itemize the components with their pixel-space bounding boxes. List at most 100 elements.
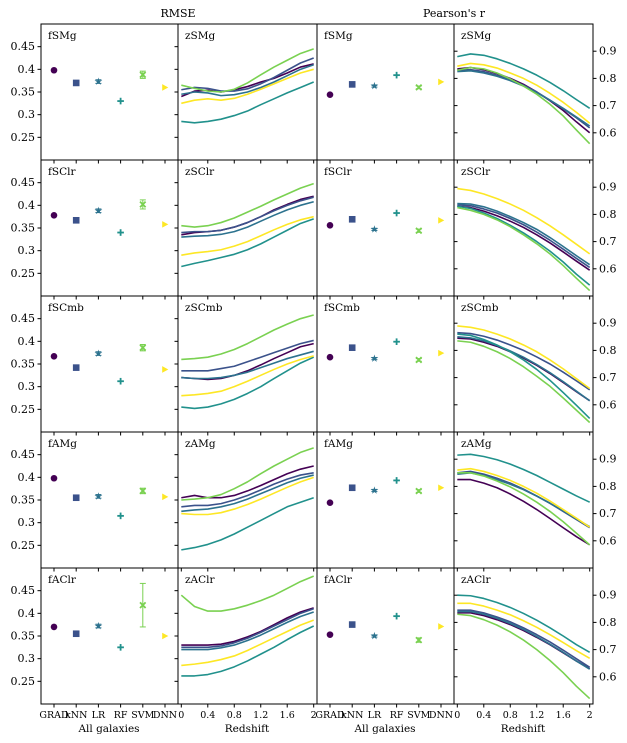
point-rf (117, 229, 124, 236)
point-rf (117, 97, 124, 105)
panel-all-pearson-1: fSMg (316, 23, 458, 164)
panel-all-rmse-1-data (50, 66, 169, 105)
point-dnn (438, 349, 445, 357)
panel-z-pearson-4: zAMg 0.6 0.7 0.8 0.9 (453, 431, 617, 572)
xtick-label: kNN (341, 710, 363, 721)
point-lr (94, 492, 103, 500)
xtick-label: GRAD (39, 710, 69, 721)
series-line-lr (457, 336, 591, 402)
panel-z-rmse-4-data (181, 447, 314, 551)
ytick-label: 0.8 (599, 344, 617, 357)
xtick-label: DNN (153, 710, 177, 721)
series-line-dnn (457, 467, 591, 528)
xtick-label: SVM (407, 710, 430, 721)
panel-all-rmse-4-label: fAMg (48, 438, 77, 450)
xtick-label: 0.8 (503, 710, 518, 721)
point-lr (94, 206, 103, 215)
point-dnn (438, 623, 445, 630)
point-svm (139, 344, 147, 352)
ytick-label: 0.25 (11, 675, 36, 688)
panel-z-pearson-2-data (457, 187, 591, 292)
point-knn (72, 79, 80, 87)
panel-z-rmse-3-label: zSCmb (185, 302, 223, 314)
panel-all-pearson-1-label: fSMg (324, 30, 353, 42)
ytick-label: 0.6 (599, 534, 617, 547)
xtick-label: kNN (65, 710, 87, 721)
ytick-label: 0.25 (11, 267, 36, 280)
point-knn (348, 344, 356, 351)
ytick-label: 0.25 (11, 131, 36, 144)
ytick-label: 0.45 (11, 584, 36, 597)
point-rf (393, 612, 400, 620)
panel-all-pearson-2-data (326, 209, 445, 235)
point-svm (415, 636, 423, 644)
panel-all-rmse-1: fSMg 0.25 0.3 0.35 0.4 0.45 (11, 23, 179, 164)
panel-z-pearson-5-data (457, 594, 591, 700)
ytick-label: 0.3 (18, 516, 36, 529)
panel-z-rmse-4-label: zAMg (185, 438, 216, 450)
point-lr (370, 354, 379, 362)
ytick-label: 0.7 (599, 643, 617, 656)
point-dnn (162, 221, 169, 228)
point-svm (139, 71, 147, 79)
xtick-label: 0 (454, 710, 460, 721)
point-dnn (438, 217, 445, 224)
series-line-grad (457, 337, 591, 402)
ytick-label: 0.45 (11, 40, 36, 53)
panel-all-rmse-5-label: fAClr (48, 574, 77, 586)
point-lr (370, 81, 379, 90)
panel-z-rmse-4: zAMg (174, 431, 318, 572)
point-lr (370, 631, 379, 640)
ytick-label: 0.3 (18, 244, 36, 257)
series-line-svm (457, 340, 591, 424)
ytick-label: 0.35 (11, 86, 36, 99)
ytick-label: 0.3 (18, 380, 36, 393)
series-line-rf (457, 205, 591, 286)
panel-z-pearson-1-data (457, 53, 591, 145)
point-svm (415, 487, 423, 495)
point-dnn (438, 78, 445, 86)
panel-z-pearson-5-frame (453, 567, 594, 705)
panel-z-rmse-1-data (181, 48, 314, 124)
series-line-lr (181, 350, 314, 380)
point-lr (370, 486, 379, 494)
panel-z-pearson-2: zSClr 0.6 0.7 0.8 0.9 (453, 159, 617, 300)
point-svm (415, 227, 423, 235)
xtick-label: 2 (311, 710, 317, 721)
point-rf (117, 377, 124, 385)
series-line-dnn (181, 355, 314, 397)
col-title-pearson: Pearson's r (423, 7, 486, 20)
series-line-dnn (181, 215, 314, 256)
panel-z-pearson-5-label: zAClr (461, 574, 492, 586)
panel-all-pearson-5-data (326, 612, 445, 644)
series-line-knn (181, 608, 314, 649)
xtick-label: RF (390, 710, 404, 721)
series-line-knn (181, 57, 314, 92)
series-line-svm (181, 447, 314, 501)
xtick-label: LR (92, 710, 106, 721)
point-dnn (162, 493, 169, 501)
point-grad (50, 352, 58, 360)
xtick-label: GRAD (315, 710, 345, 721)
series-line-rf (457, 333, 591, 419)
series-line-grad (457, 478, 591, 546)
point-svm (415, 83, 423, 91)
point-svm (139, 200, 147, 208)
panel-all-pearson-1-frame (316, 23, 455, 161)
point-knn (348, 215, 356, 223)
point-grad (326, 91, 334, 99)
panel-all-pearson-3-label: fSCmb (324, 302, 360, 314)
panel-z-pearson-1: zSMg 0.6 0.7 0.8 0.9 (453, 23, 617, 164)
series-line-dnn (181, 68, 314, 105)
series-line-knn (181, 196, 314, 234)
panel-z-pearson-3-label: zSCmb (461, 302, 499, 314)
series-line-grad (181, 465, 314, 499)
panel-all-rmse-5-frame (40, 567, 179, 705)
panel-all-pearson-3: fSCmb (316, 295, 458, 436)
point-rf (393, 338, 400, 345)
series-line-grad (181, 607, 314, 646)
ytick-label: 0.35 (11, 494, 36, 507)
series-line-dnn (181, 476, 314, 516)
panel-all-pearson-2-label: fSClr (324, 166, 352, 178)
